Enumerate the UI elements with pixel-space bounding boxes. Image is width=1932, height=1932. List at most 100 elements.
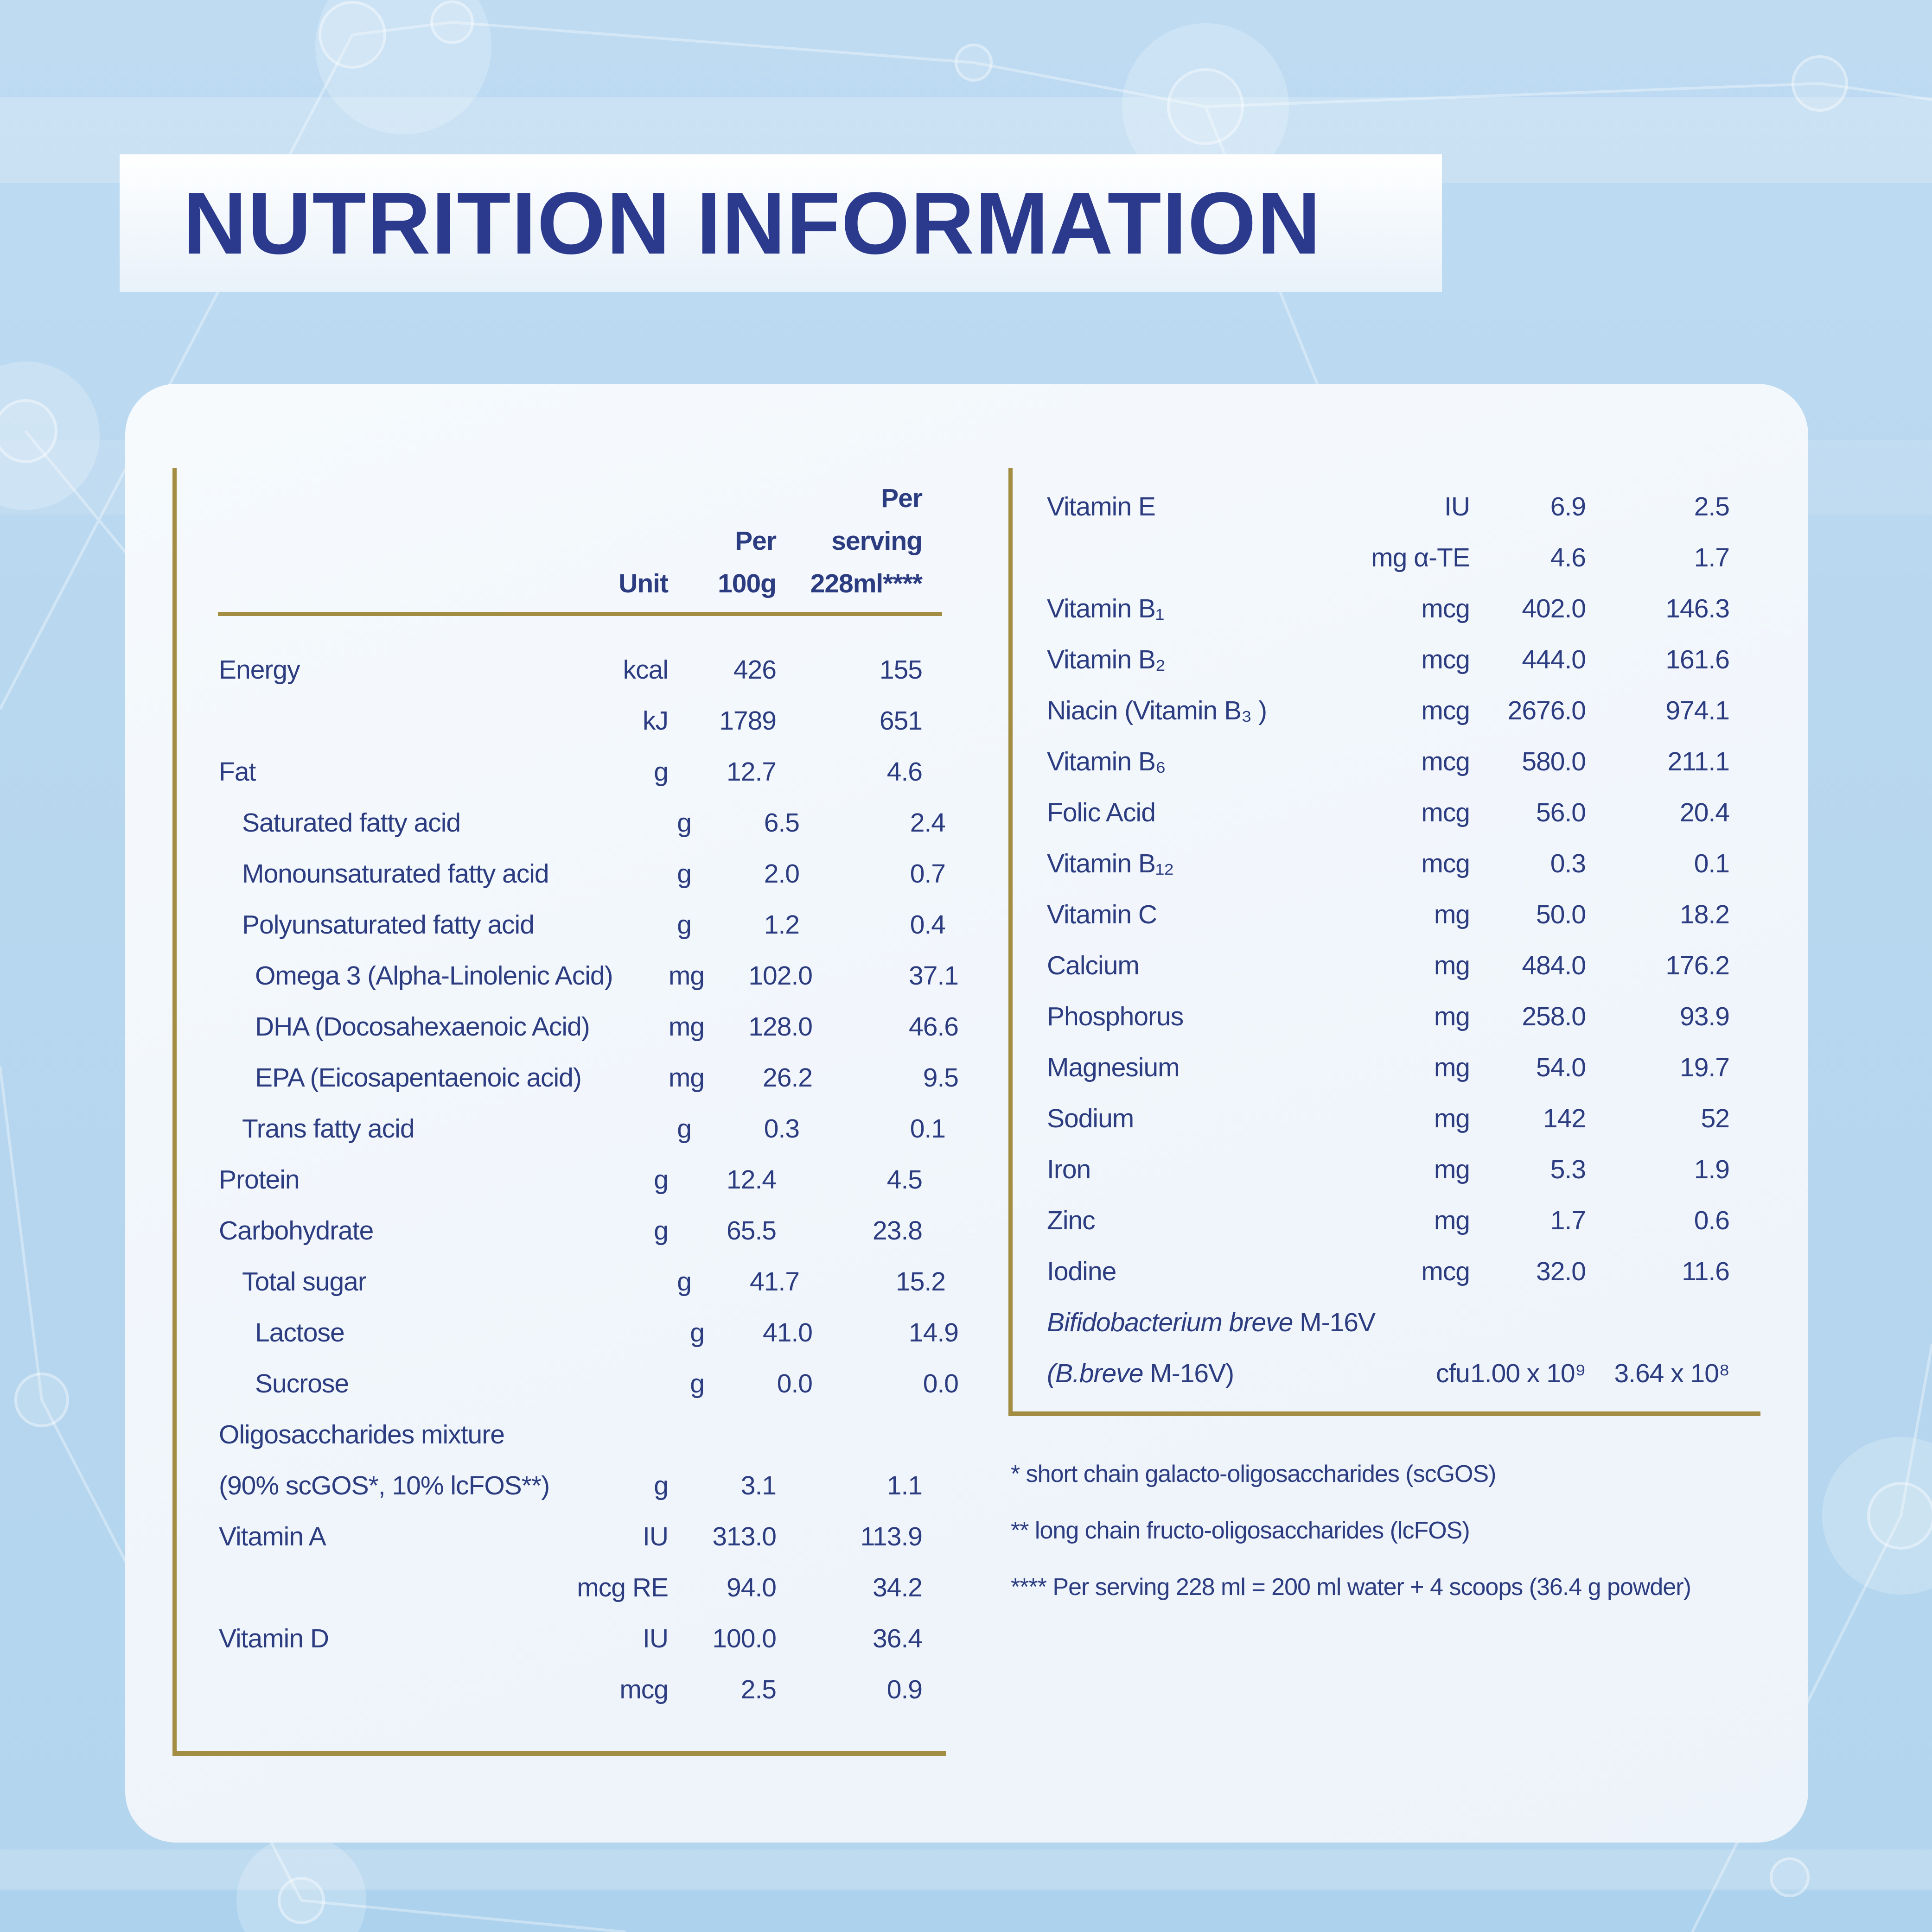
table-row: mcg RE 94.0 34.2	[219, 1562, 923, 1613]
row-label: Vitamin B₁₂	[1047, 849, 1174, 878]
row-unit: kcal	[623, 655, 669, 685]
row-value-per-serving: 37.1	[909, 961, 959, 991]
row-value-per-serving: 34.2	[873, 1573, 923, 1602]
row-label: Saturated fatty acid	[242, 808, 461, 838]
table-row: Niacin (Vitamin B₃ ) mcg 2676.0 974.1	[1047, 685, 1730, 736]
right-nutrition-table: Vitamin E IU 6.9 2.5 mg α-TE 4.6 1.7 Vitamin B₁…	[1047, 481, 1730, 1399]
row-unit: g	[677, 1267, 692, 1296]
row-unit: g	[654, 757, 669, 787]
row-unit: mg	[668, 1012, 705, 1042]
per-serving-column-header: Per serving 228ml****	[810, 483, 923, 598]
row-unit: IU	[643, 1624, 669, 1653]
row-label: Vitamin D	[219, 1624, 329, 1653]
left-table-vertical-rule	[172, 468, 177, 1754]
table-row: mcg 2.5 0.9	[219, 1664, 923, 1715]
row-value-per-serving: 211.1	[1667, 747, 1730, 776]
row-unit: g	[677, 859, 692, 889]
row-value-per-serving: 15.2	[896, 1267, 946, 1296]
row-unit: mg	[1434, 1053, 1470, 1082]
unit-column-header: Unit	[618, 569, 669, 598]
table-row: Vitamin B₁₂ mcg 0.3 0.1	[1047, 838, 1730, 889]
row-unit: cfu	[1435, 1359, 1470, 1388]
row-value-per-serving: 1.9	[1694, 1155, 1730, 1184]
row-value-per-serving: 14.9	[909, 1318, 959, 1347]
nutrition-card	[125, 384, 1808, 1843]
row-unit: g	[654, 1216, 669, 1246]
row-value-per100g: 6.5	[764, 808, 800, 838]
left-table-header: Unit Per 100g Per serving 228ml****	[219, 466, 923, 605]
row-label: Total sugar	[242, 1267, 367, 1296]
row-unit: g	[677, 910, 692, 940]
row-value-per-serving: 2.5	[1694, 492, 1730, 521]
row-value-per-serving: 3.64 x 10⁸	[1614, 1359, 1730, 1388]
row-unit: mg	[668, 961, 705, 991]
table-row: Calcium mg 484.0 176.2	[1047, 940, 1730, 991]
row-unit: mcg	[1421, 594, 1470, 623]
table-row: Vitamin D IU 100.0 36.4	[219, 1613, 923, 1664]
table-row: EPA (Eicosapentaenoic acid) mg 26.2 9.5	[219, 1052, 959, 1103]
row-label: Iron	[1047, 1155, 1091, 1184]
row-label: Vitamin B₁	[1047, 594, 1164, 623]
row-label: Sodium	[1047, 1104, 1134, 1133]
right-table-vertical-rule	[1008, 468, 1013, 1415]
footnote-per-serving: **** Per serving 228 ml = 200 ml water +…	[1011, 1574, 1691, 1601]
row-unit: mg	[1434, 1002, 1470, 1031]
row-unit: mcg	[1421, 849, 1470, 878]
table-row: Trans fatty acid g 0.3 0.1	[219, 1103, 946, 1154]
row-unit: kJ	[643, 706, 669, 736]
table-row: Oligosaccharides mixture	[219, 1409, 922, 1460]
row-unit: g	[690, 1369, 705, 1398]
row-value-per100g: 102.0	[748, 961, 813, 991]
table-row: Vitamin A IU 313.0 113.9	[219, 1511, 923, 1562]
row-unit: mcg	[619, 1675, 669, 1704]
table-row: Bifidobacterium breve M-16V	[1047, 1297, 1729, 1348]
row-label: Vitamin C	[1047, 900, 1157, 929]
table-row: Phosphorus mg 258.0 93.9	[1047, 991, 1730, 1042]
row-value-per100g: 2.5	[740, 1675, 777, 1704]
row-value-per100g: 5.3	[1550, 1155, 1586, 1184]
row-value-per100g: 1.7	[1550, 1206, 1586, 1235]
row-value-per-serving: 161.6	[1665, 645, 1730, 674]
row-value-per100g: 12.7	[727, 757, 777, 787]
row-label: Sucrose	[255, 1369, 349, 1398]
row-unit: g	[677, 1114, 692, 1144]
row-unit: mcg	[1421, 747, 1470, 776]
table-row: Vitamin C mg 50.0 18.2	[1047, 889, 1730, 940]
row-label: Oligosaccharides mixture	[219, 1420, 505, 1449]
row-value-per-serving: 176.2	[1665, 951, 1730, 980]
footnote-lcfos: ** long chain fructo-oligosaccharides (l…	[1011, 1517, 1470, 1544]
table-row: Monounsaturated fatty acid g 2.0 0.7	[219, 848, 946, 899]
row-value-per100g: 0.3	[1550, 849, 1586, 878]
row-value-per-serving: 4.5	[886, 1165, 923, 1195]
row-value-per100g: 100.0	[712, 1624, 777, 1653]
row-label: Monounsaturated fatty acid	[242, 859, 549, 889]
row-value-per-serving: 0.4	[910, 910, 946, 940]
row-value-per-serving: 651	[879, 706, 923, 736]
row-value-per-serving: 0.6	[1694, 1206, 1730, 1235]
row-value-per100g: 1789	[719, 706, 777, 736]
row-value-per-serving: 0.1	[910, 1114, 946, 1144]
table-row: kJ 1789 651	[219, 695, 923, 746]
row-value-per-serving: 20.4	[1680, 798, 1730, 827]
row-value-per100g: 1.2	[764, 910, 800, 940]
row-value-per100g: 12.4	[727, 1165, 777, 1195]
row-value-per-serving: 46.6	[909, 1012, 959, 1042]
row-unit: mcg	[1421, 696, 1470, 725]
row-label: Polyunsaturated fatty acid	[242, 910, 535, 940]
table-row: Protein g 12.4 4.5	[219, 1154, 923, 1205]
row-value-per100g: 94.0	[727, 1573, 777, 1602]
row-value-per-serving: 2.4	[910, 808, 946, 838]
row-value-per-serving: 52	[1701, 1104, 1730, 1133]
row-value-per100g: 258.0	[1522, 1002, 1586, 1031]
row-value-per-serving: 4.6	[886, 757, 923, 787]
table-row: Vitamin B₆ mcg 580.0 211.1	[1047, 736, 1730, 787]
row-unit: g	[654, 1471, 669, 1500]
row-value-per-serving: 9.5	[923, 1063, 959, 1093]
left-table-header-rule	[218, 612, 942, 616]
row-label: Protein	[219, 1165, 300, 1195]
row-value-per100g: 0.3	[764, 1114, 800, 1144]
row-unit: mg	[1434, 951, 1470, 980]
row-value-per100g: 313.0	[712, 1522, 777, 1551]
row-unit: mcg	[1421, 645, 1470, 674]
